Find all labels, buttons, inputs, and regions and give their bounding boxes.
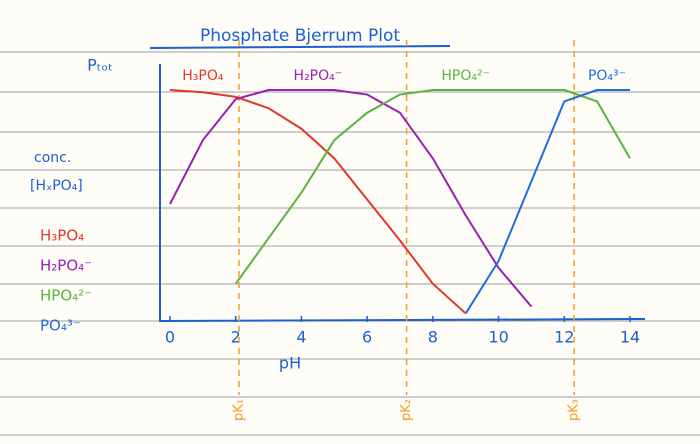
legend-entry: H₂PO₄⁻ bbox=[40, 257, 92, 275]
pka-label: pK₃ bbox=[567, 399, 582, 421]
curve-label: HPO₄²⁻ bbox=[441, 68, 490, 84]
legend-entry: PO₄³⁻ bbox=[40, 317, 81, 335]
title-underline bbox=[149, 45, 451, 49]
x-label: pH bbox=[279, 354, 301, 373]
chart-title: Phosphate Bjerrum Plot bbox=[200, 26, 400, 46]
x-tick-label: 2 bbox=[231, 328, 241, 347]
legend-entry: HPO₄²⁻ bbox=[40, 287, 92, 305]
y-label: conc. bbox=[34, 150, 71, 166]
x-tick-label: 8 bbox=[428, 328, 438, 347]
series-line bbox=[169, 89, 533, 308]
curve-label: PO₄³⁻ bbox=[588, 68, 626, 84]
y-label: [HₓPO₄] bbox=[30, 178, 83, 194]
curve-label: H₃PO₄ bbox=[182, 68, 224, 84]
series-line bbox=[169, 89, 467, 315]
pka-label: pK₁ bbox=[232, 399, 247, 421]
x-tick-label: 12 bbox=[554, 328, 574, 347]
legend-entry: H₃PO₄ bbox=[40, 227, 84, 245]
series-line bbox=[464, 89, 630, 314]
x-tick-label: 10 bbox=[488, 328, 508, 347]
x-tick-label: 14 bbox=[620, 328, 640, 347]
curve-label: H₂PO₄⁻ bbox=[294, 68, 343, 84]
pka-label: pK₂ bbox=[399, 399, 414, 421]
x-tick-label: 0 bbox=[165, 328, 175, 347]
series-line bbox=[234, 89, 631, 285]
x-tick-label: 4 bbox=[296, 328, 306, 347]
top-label: Pₜₒₜ bbox=[87, 56, 113, 75]
x-tick-label: 6 bbox=[362, 328, 372, 347]
